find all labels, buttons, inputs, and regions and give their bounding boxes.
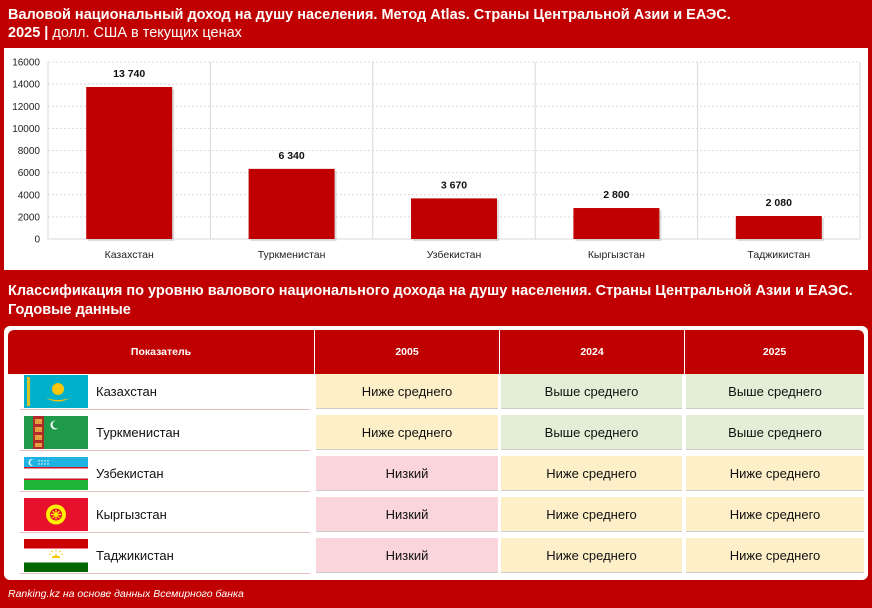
header-2025: 2025 <box>684 330 864 374</box>
bar-1 <box>86 87 173 239</box>
year-label: 2025 | <box>8 25 49 41</box>
classification-cell: Выше среднего <box>501 374 682 409</box>
y-tick-label: 0 <box>34 235 40 246</box>
classification-cell: Выше среднего <box>501 415 682 450</box>
data-label: 2 080 <box>766 197 792 209</box>
y-tick-label: 4000 <box>18 190 41 201</box>
classification-cell: Ниже среднего <box>501 456 682 491</box>
table-row: Казахстан Ниже среднего Выше среднего Выше … <box>8 372 864 410</box>
header-2005: 2005 <box>314 330 499 374</box>
bar-2 <box>248 168 335 239</box>
country-name: Кыргызстан <box>96 506 167 522</box>
classification-cell: Выше среднего <box>686 415 864 450</box>
y-tick-label: 16000 <box>12 58 40 69</box>
country-name: Таджикистан <box>96 547 174 563</box>
table-row: Узбекистан Низкий Ниже среднего Ниже средне… <box>8 454 864 492</box>
x-tick-label: Казахстан <box>105 249 154 261</box>
x-tick-label: Туркменистан <box>258 249 326 261</box>
classification-table: Показатель 2005 2024 2025 Казахстан Ниже … <box>4 326 868 580</box>
turkmenistan-flag <box>24 416 88 449</box>
uzbekistan-flag <box>24 457 88 490</box>
y-tick-label: 14000 <box>12 80 40 91</box>
x-tick-label: Узбекистан <box>427 249 482 261</box>
bar-chart: 0 2000 4000 6000 8000 10000 12000 14000 16000 13 … <box>12 58 861 261</box>
y-tick-label: 8000 <box>18 146 41 157</box>
country-cell: Туркменистан <box>20 413 310 451</box>
bar-5 <box>735 215 822 239</box>
country-name: Туркменистан <box>96 424 180 440</box>
y-tick-label: 6000 <box>18 168 41 179</box>
kazakhstan-flag <box>24 375 88 408</box>
y-tick-label: 10000 <box>12 124 40 135</box>
classification-cell: Ниже среднего <box>316 374 498 409</box>
classification-cell: Низкий <box>316 538 498 573</box>
data-label: 3 670 <box>441 179 467 191</box>
classification-cell: Ниже среднего <box>686 538 864 573</box>
table-row: Туркменистан Ниже среднего Выше среднего Вы… <box>8 413 864 451</box>
country-cell: Таджикистан <box>20 536 310 574</box>
country-name: Казахстан <box>96 383 157 399</box>
classification-cell: Выше среднего <box>686 374 864 409</box>
data-label: 6 340 <box>278 150 304 162</box>
classification-cell: Ниже среднего <box>316 415 498 450</box>
chart-title: Валовой национальный доход на душу насел… <box>8 7 731 23</box>
tajikistan-flag <box>24 539 88 572</box>
bar-4 <box>573 208 660 239</box>
classification-cell: Ниже среднего <box>501 497 682 532</box>
section-title: Классификация по уровню валового национа… <box>8 283 853 318</box>
country-cell: Узбекистан <box>20 454 310 492</box>
classification-cell: Низкий <box>316 456 498 491</box>
classification-cell: Ниже среднего <box>686 456 864 491</box>
x-tick-label: Кыргызстан <box>588 249 645 261</box>
table-header: Показатель 2005 2024 2025 <box>8 330 864 374</box>
y-tick-label: 2000 <box>18 212 41 223</box>
chart-panel: 0 2000 4000 6000 8000 10000 12000 14000 16000 13 … <box>4 48 868 270</box>
header-indicator: Показатель <box>130 346 192 358</box>
source-note: Ranking.kz на основе данных Всемирного б… <box>8 588 244 600</box>
table-row: Таджикистан Низкий Ниже среднего Ниже средн… <box>8 536 864 574</box>
data-label: 2 800 <box>603 189 629 201</box>
units-label: долл. США в текущих ценах <box>48 25 242 41</box>
classification-cell: Ниже среднего <box>501 538 682 573</box>
classification-cell: Ниже среднего <box>686 497 864 532</box>
kyrgyzstan-flag <box>24 498 88 531</box>
data-label: 13 740 <box>113 68 145 80</box>
header-2024: 2024 <box>499 330 684 374</box>
classification-cell: Низкий <box>316 497 498 532</box>
x-tick-label: Таджикистан <box>747 249 810 261</box>
y-tick-label: 12000 <box>12 102 40 113</box>
table-row: Кыргызстан Низкий Ниже среднего Ниже средне… <box>8 495 864 533</box>
bar-3 <box>411 198 497 239</box>
country-cell: Казахстан <box>20 372 310 410</box>
header: Валовой национальный доход на душу насел… <box>0 0 872 46</box>
country-cell: Кыргызстан <box>20 495 310 533</box>
country-name: Узбекистан <box>96 465 164 481</box>
